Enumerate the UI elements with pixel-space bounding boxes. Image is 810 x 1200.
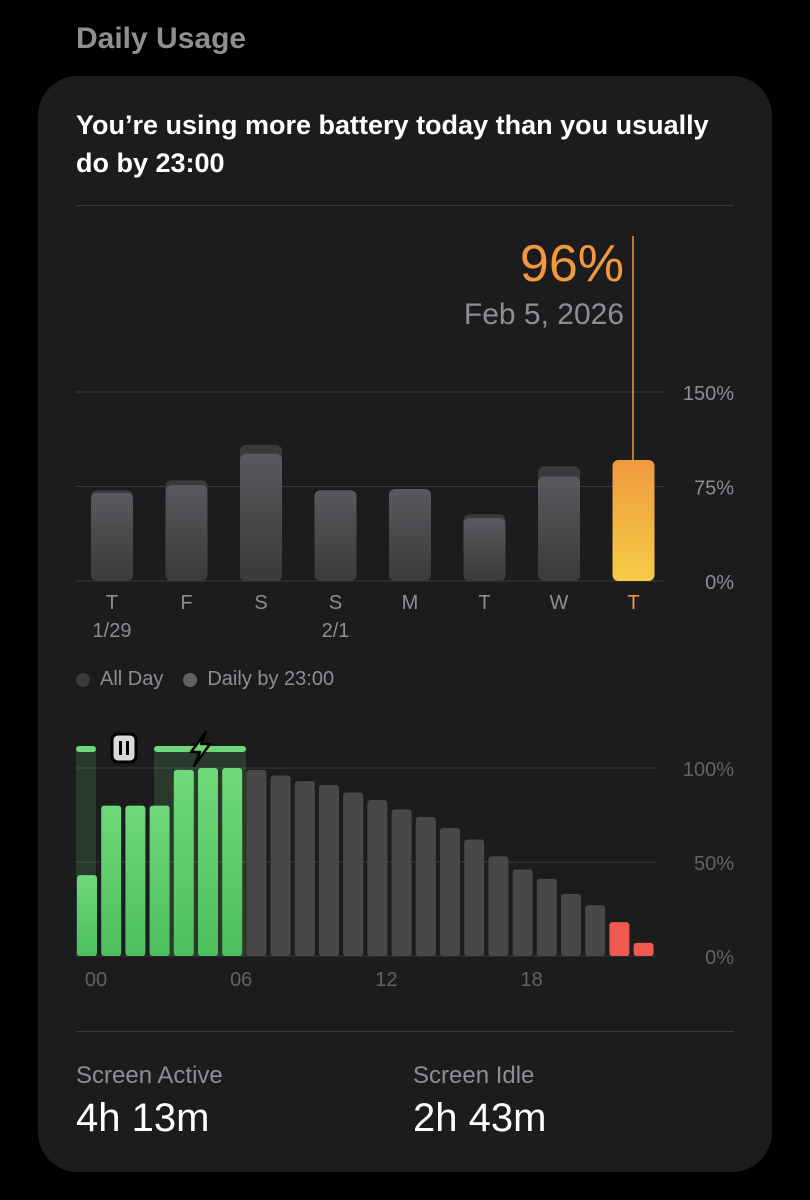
battery-level-bar-charging	[222, 768, 243, 956]
y-tick-label: 100%	[683, 759, 734, 781]
battery-level-bar	[246, 769, 267, 956]
screen-active-stat: Screen Active 4h 13m	[76, 1062, 223, 1141]
battery-level-bar-charging	[198, 768, 218, 956]
x-day-label: S	[254, 592, 267, 614]
section-title: Daily Usage	[76, 22, 247, 55]
bar-by-23	[240, 453, 282, 581]
x-date-label: 2/1	[322, 620, 350, 642]
x-day-label: T	[478, 592, 490, 614]
battery-level-bar	[488, 856, 509, 956]
battery-level-chart[interactable]: 100% 50% 0% 00 06 12 18	[38, 76, 772, 1006]
daily-usage-card: You’re using more battery today than you…	[38, 76, 772, 1172]
x-day-label: T	[627, 592, 639, 614]
bar-by-23	[314, 490, 357, 581]
screen-active-label: Screen Active	[76, 1062, 223, 1089]
bar-by-23	[165, 485, 208, 581]
selected-day-value: 96%	[519, 235, 624, 293]
bar-by-23	[538, 476, 580, 581]
battery-level-bar-low	[609, 922, 630, 956]
battery-level-bar-low	[633, 942, 654, 956]
bar-by-23	[91, 492, 133, 581]
separator	[76, 205, 734, 206]
battery-level-bar	[367, 799, 388, 956]
x-date-label: 1/29	[93, 620, 132, 642]
battery-level-bar-charging	[101, 805, 122, 956]
y-tick-label: 0%	[705, 947, 734, 969]
battery-level-bar	[585, 905, 606, 956]
battery-level-bar-charging	[149, 805, 170, 956]
legend-item-all-day: All Day	[76, 668, 163, 691]
legend-item-daily-by-23: Daily by 23:00	[183, 668, 334, 691]
battery-level-bar	[391, 809, 412, 956]
x-hour-label: 06	[230, 969, 252, 991]
y-tick-label: 50%	[694, 853, 734, 875]
chart-legend: All Day Daily by 23:00	[76, 668, 334, 691]
selected-day-date: Feb 5, 2026	[463, 298, 624, 331]
x-hour-label: 18	[520, 969, 542, 991]
x-day-label: M	[402, 592, 419, 614]
x-day-label: W	[550, 592, 569, 614]
legend-dot-icon	[76, 672, 90, 687]
x-day-label: F	[180, 592, 192, 614]
screen-idle-value: 2h 43m	[413, 1096, 547, 1140]
battery-level-bar-charging	[173, 769, 194, 956]
pause-icon	[110, 732, 138, 764]
legend-label: Daily by 23:00	[207, 668, 335, 690]
bar-by-23	[463, 518, 506, 581]
x-day-label: T	[106, 592, 118, 614]
screen-active-value: 4h 13m	[76, 1096, 210, 1140]
battery-level-bar	[440, 828, 460, 956]
screen-idle-stat: Screen Idle 2h 43m	[413, 1062, 546, 1141]
x-hour-label: 12	[375, 969, 397, 991]
bar-by-23	[389, 489, 431, 581]
battery-level-bar	[464, 839, 485, 956]
separator	[76, 1031, 734, 1032]
y-tick-label: 75%	[694, 478, 734, 500]
x-hour-label: 00	[85, 969, 107, 991]
battery-level-bar	[561, 893, 581, 956]
battery-level-bar	[270, 775, 291, 956]
legend-label: All Day	[100, 668, 164, 690]
charging-bolt-icon	[189, 730, 212, 768]
battery-level-bar-charging	[125, 805, 146, 956]
battery-level-bar	[343, 792, 364, 956]
battery-level-bar	[294, 781, 315, 956]
legend-dot-icon	[183, 672, 198, 687]
battery-level-bar-charging	[77, 875, 97, 956]
battery-level-bar	[512, 869, 533, 956]
battery-level-bar	[319, 784, 339, 956]
weekly-usage-chart[interactable]: 150% 75% 0% T 1/29 F S S 2/1 M T W T	[38, 76, 772, 656]
battery-level-bar	[415, 816, 436, 956]
y-tick-label: 150%	[683, 383, 734, 405]
screen-idle-label: Screen Idle	[413, 1062, 535, 1089]
battery-level-bar	[536, 878, 557, 956]
x-day-label: S	[329, 592, 342, 614]
usage-headline: You’re using more battery today than you…	[76, 110, 709, 178]
bar-selected-day	[612, 460, 655, 581]
charging-indicator	[76, 746, 96, 752]
y-tick-label: 0%	[705, 572, 734, 594]
